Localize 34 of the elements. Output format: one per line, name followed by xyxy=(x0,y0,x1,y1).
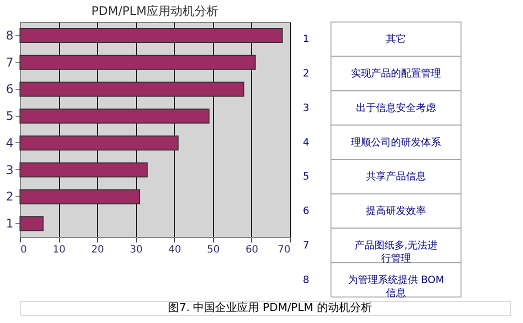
category-label: 2 xyxy=(302,68,310,80)
x-tick-label: 70 xyxy=(278,244,290,256)
y-tick-label: 1 xyxy=(6,216,14,231)
y-tick-label: 8 xyxy=(6,28,14,42)
category-label: 8 xyxy=(302,274,310,286)
x-tick-label: 30 xyxy=(130,244,143,256)
text: 提高研发效率 xyxy=(366,205,426,218)
x-tick-label: 20 xyxy=(91,244,104,256)
text: 为管理系统提供 BOM 信息 xyxy=(348,274,444,299)
y-tick-label: 4 xyxy=(6,136,14,150)
x-tick-label: 60 xyxy=(246,244,258,256)
text: 实现产品的配置管理 xyxy=(351,68,441,80)
text: 共享产品信息 xyxy=(366,170,426,183)
y-tick-label: 6 xyxy=(6,82,14,96)
chart-title: PDM/PLM应用动机分析 xyxy=(91,4,219,18)
text: 产品图纸多,无法进行管理 xyxy=(354,239,438,264)
text: 理顺公司的研发体系 xyxy=(351,136,441,148)
category-label: 5 xyxy=(302,172,310,183)
caption: 图7. 中国企业应用 PDM/PLM 的动机分析 xyxy=(168,301,372,314)
category-label: 4 xyxy=(302,137,310,148)
category-label: 7 xyxy=(302,240,310,252)
y-tick-label: 2 xyxy=(6,190,14,204)
x-tick-label: 10 xyxy=(52,244,66,256)
text: 其它 xyxy=(386,33,406,46)
x-tick-label: 40 xyxy=(168,244,182,256)
x-tick-label: 50 xyxy=(206,244,220,256)
y-tick-label: 3 xyxy=(6,162,14,177)
category-label: 1 xyxy=(302,34,310,46)
category-label: 6 xyxy=(302,206,310,218)
text: 出于信息安全考虑 xyxy=(356,102,436,114)
category-label: 3 xyxy=(302,102,310,114)
y-tick-label: 7 xyxy=(6,55,14,70)
y-tick-label: 5 xyxy=(6,109,14,124)
x-tick-label: 0 xyxy=(20,244,27,256)
